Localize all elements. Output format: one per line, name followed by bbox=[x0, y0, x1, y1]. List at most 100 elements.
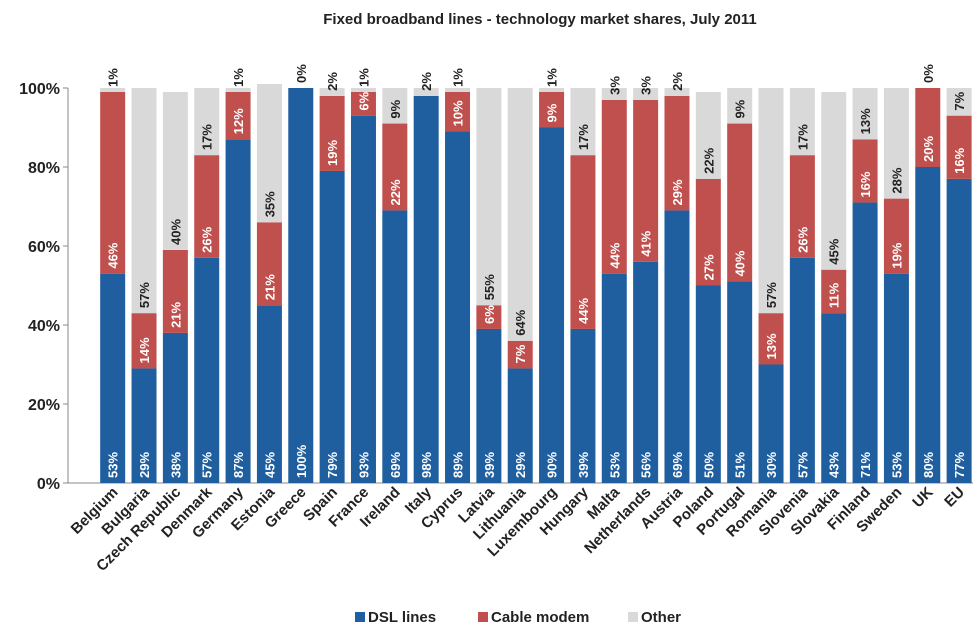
bar-segment bbox=[507, 88, 533, 341]
data-label: 44% bbox=[607, 242, 622, 268]
bar-segment bbox=[194, 257, 220, 483]
data-label: 57% bbox=[137, 282, 152, 308]
bar-segment bbox=[319, 170, 345, 483]
bar-segment bbox=[256, 84, 282, 223]
bar-segment bbox=[131, 88, 157, 314]
data-label: 98% bbox=[419, 452, 434, 478]
data-label: 1% bbox=[451, 68, 466, 87]
data-label: 90% bbox=[545, 452, 560, 478]
data-label: 27% bbox=[701, 254, 716, 280]
bar-segment bbox=[350, 88, 376, 92]
bar-segment bbox=[664, 88, 690, 96]
bar-segment bbox=[946, 178, 972, 483]
y-tick-label: 0% bbox=[37, 476, 60, 493]
bar-segment bbox=[821, 269, 847, 314]
data-label: 77% bbox=[952, 452, 967, 478]
data-label: 87% bbox=[231, 452, 246, 478]
bar-segment bbox=[100, 88, 126, 92]
data-label: 3% bbox=[639, 76, 654, 95]
data-label: 29% bbox=[513, 452, 528, 478]
bar-segment bbox=[852, 139, 878, 203]
data-label: 57% bbox=[795, 452, 810, 478]
bar-segment bbox=[852, 88, 878, 140]
bar-segment bbox=[539, 91, 565, 128]
bar-segment bbox=[758, 364, 784, 483]
bar-segment bbox=[131, 313, 157, 369]
bar-segment bbox=[507, 368, 533, 483]
bar-segment bbox=[100, 273, 126, 483]
data-label: 2% bbox=[419, 72, 434, 91]
bar-segment bbox=[445, 91, 471, 132]
bar-segment bbox=[539, 88, 565, 92]
data-label: 2% bbox=[670, 72, 685, 91]
bar-segment bbox=[539, 127, 565, 483]
bar-segment bbox=[695, 91, 721, 179]
data-label: 56% bbox=[639, 452, 654, 478]
bar-segment bbox=[789, 257, 815, 483]
data-label: 57% bbox=[200, 452, 215, 478]
bar-segment bbox=[633, 261, 659, 483]
data-label: 79% bbox=[325, 452, 340, 478]
data-label: 40% bbox=[733, 250, 748, 276]
legend-label: Cable modem bbox=[491, 609, 589, 626]
data-label: 69% bbox=[670, 452, 685, 478]
data-label: 35% bbox=[262, 191, 277, 217]
data-label: 0% bbox=[921, 64, 936, 83]
data-label: 6% bbox=[482, 305, 497, 324]
data-label: 12% bbox=[231, 108, 246, 134]
data-label: 1% bbox=[545, 68, 560, 87]
data-label: 53% bbox=[106, 452, 121, 478]
bar-segment bbox=[727, 123, 753, 282]
bar-segment bbox=[601, 88, 627, 100]
data-label: 9% bbox=[545, 103, 560, 122]
x-tick-label: EU bbox=[941, 484, 968, 511]
data-label: 100% bbox=[294, 444, 309, 478]
bar-segment bbox=[883, 273, 909, 483]
data-label: 3% bbox=[607, 76, 622, 95]
data-label: 45% bbox=[827, 238, 842, 264]
bar-segment bbox=[664, 95, 690, 211]
bar-segment bbox=[601, 99, 627, 274]
bar-segment bbox=[727, 281, 753, 483]
data-label: 21% bbox=[168, 301, 183, 327]
bar-segment bbox=[225, 88, 251, 92]
data-label: 93% bbox=[356, 452, 371, 478]
data-label: 17% bbox=[200, 124, 215, 150]
bar-segment bbox=[476, 305, 502, 329]
data-label: 17% bbox=[795, 124, 810, 150]
bar-segment bbox=[789, 88, 815, 156]
bar-segment bbox=[570, 88, 596, 156]
bar-segment bbox=[256, 305, 282, 483]
legend-swatch bbox=[628, 612, 638, 622]
bar-segment bbox=[476, 328, 502, 483]
bar-segment bbox=[915, 167, 941, 483]
data-label: 43% bbox=[827, 452, 842, 478]
bar-segment bbox=[570, 155, 596, 329]
bar-segment bbox=[162, 332, 188, 483]
data-label: 13% bbox=[764, 333, 779, 359]
chart-title: Fixed broadband lines - technology marke… bbox=[323, 11, 756, 28]
data-label: 7% bbox=[952, 91, 967, 110]
data-label: 29% bbox=[137, 452, 152, 478]
x-tick-label: UK bbox=[909, 484, 936, 511]
bar-segment bbox=[350, 115, 376, 484]
legend-label: DSL lines bbox=[368, 609, 436, 626]
data-label: 57% bbox=[764, 282, 779, 308]
bar-segment bbox=[131, 368, 157, 483]
y-tick-label: 80% bbox=[28, 160, 60, 177]
data-label: 39% bbox=[576, 452, 591, 478]
data-label: 50% bbox=[701, 452, 716, 478]
data-label: 19% bbox=[889, 242, 904, 268]
data-label: 29% bbox=[670, 179, 685, 205]
bar-segment bbox=[633, 88, 659, 100]
data-label: 22% bbox=[388, 179, 403, 205]
bar-segment bbox=[633, 99, 659, 262]
data-label: 45% bbox=[262, 452, 277, 478]
bar-segment bbox=[821, 313, 847, 483]
data-label: 80% bbox=[921, 452, 936, 478]
bar-segment bbox=[821, 91, 847, 270]
bar-segment bbox=[382, 210, 408, 483]
bar-segment bbox=[100, 91, 126, 274]
bar-segment bbox=[413, 88, 439, 96]
bar-segment bbox=[413, 95, 439, 484]
